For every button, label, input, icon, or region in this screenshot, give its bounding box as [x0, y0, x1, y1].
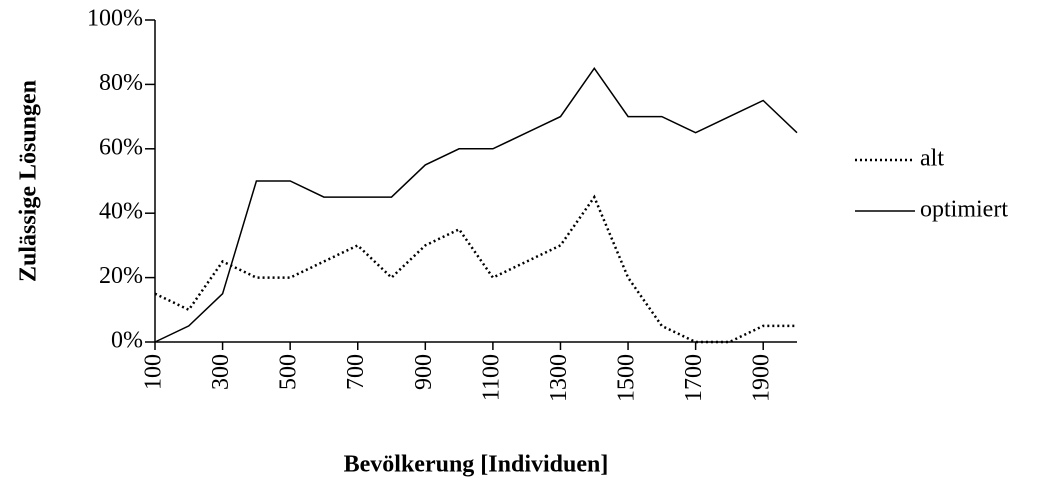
x-tick-label: 700	[343, 354, 369, 390]
y-tick-label: 60%	[99, 134, 143, 160]
series-line	[154, 194, 797, 344]
x-tick-label: 500	[276, 354, 302, 390]
x-tick-label: 100	[141, 354, 167, 390]
x-tick-label: 900	[411, 354, 437, 390]
y-tick-label: 80%	[99, 70, 143, 96]
x-tick-label: 1700	[681, 354, 707, 402]
y-tick-label: 0%	[111, 328, 143, 354]
x-tick-label: 1300	[546, 354, 572, 402]
series-line	[154, 66, 798, 343]
x-tick-label: 1100	[478, 354, 504, 401]
x-axis-title: Bevölkerung [Individuen]	[344, 452, 609, 478]
x-tick-label: 1900	[749, 354, 775, 402]
y-tick-label: 40%	[99, 199, 143, 225]
y-axis-title: Zulässige Lösungen	[16, 80, 42, 282]
y-tick-label: 100%	[87, 6, 143, 32]
legend-label: optimiert	[920, 197, 1008, 223]
y-tick-label: 20%	[99, 263, 143, 289]
legend-label: alt	[920, 146, 944, 172]
x-tick-label: 1500	[614, 354, 640, 402]
x-tick-label: 300	[208, 354, 234, 390]
